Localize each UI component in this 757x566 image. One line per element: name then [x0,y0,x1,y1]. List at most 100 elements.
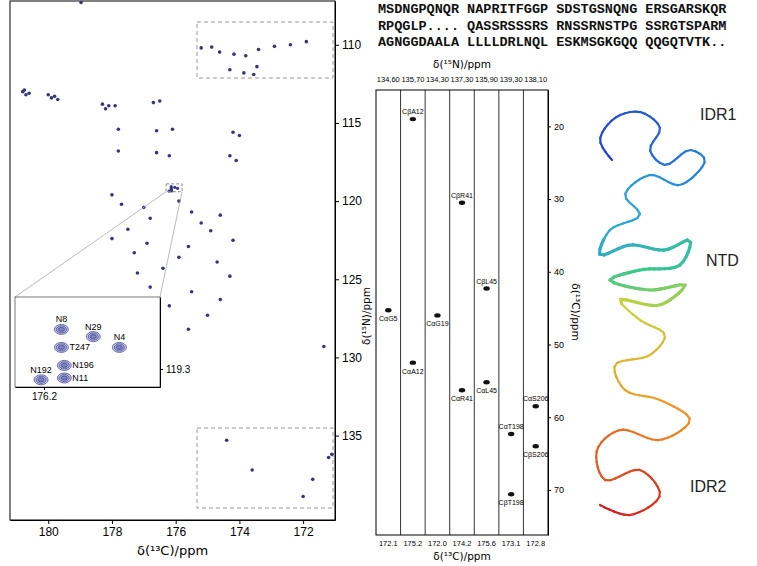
tick-mark [548,199,551,200]
peak [187,327,191,331]
peak [113,104,117,108]
peak [173,186,176,189]
strip-n-label: 134,30 [426,75,449,84]
peak-contour [54,324,68,334]
figure: 180178176174172110115120125130135δ(¹³C)/… [0,0,757,566]
peak [161,267,165,271]
strip-c-label: 172.1 [379,539,398,548]
top-axis-title: δ(¹⁵N)/ppm [433,58,491,70]
strip-peak-label: CαG19 [426,320,448,327]
backbone-segment [600,505,605,507]
peak [27,91,31,95]
strip-c-label: 175.6 [477,539,496,548]
peak [228,274,232,278]
strip-panel: 134,60172.1CαG5135,70175.2CβA12CαA12134,… [360,58,582,562]
tick-mark [335,279,339,280]
x-axis: 180178176174172 [11,520,336,539]
tick: 60 [548,413,564,423]
strip-peak-label: CαT198 [499,423,524,430]
tick-label: 30 [554,194,564,204]
peak-contour [57,360,71,370]
peak [327,456,331,460]
peak [110,237,114,241]
peak [190,290,194,294]
strip-n-label: 137,30 [451,75,474,84]
peak [330,453,334,457]
peak-contour [59,362,69,369]
sequence-line: MSDNGPQNQR NAPRITFGGP SDSTGSNQNG ERSGARS… [378,2,727,17]
strip-peak [459,201,465,205]
zoom-connector [160,192,182,297]
peak-contour [61,363,67,367]
tick-mark [335,357,339,358]
strip-separator [523,90,524,535]
tick-label: 120 [342,194,362,208]
inset: N8N29N4T247N196N11N192176.2119.3 [15,184,191,402]
peak [322,345,326,349]
tick-mark [548,417,551,418]
peak [228,154,232,158]
peak [126,227,130,231]
peak [231,238,235,242]
inset-y-axis-line [160,298,161,388]
peak [23,88,27,92]
spectrum-panel: 180178176174172110115120125130135δ(¹³C)/… [10,1,362,558]
peak [104,107,108,111]
tick-mark [112,520,113,524]
inset-x-axis-line [16,387,161,388]
region-box [197,22,333,78]
peak [50,96,54,100]
strip-peak [533,404,539,408]
peak [228,68,232,72]
peak [187,245,191,249]
peak [145,242,149,246]
tick-label: 172 [294,525,314,539]
strip-c-label: 175.2 [403,539,422,548]
strip-peak [508,432,514,436]
tick-label: 40 [554,267,564,277]
strip-n-label: 135,70 [401,75,424,84]
zoom-connector [15,192,166,297]
peak [206,313,210,317]
y-axis-line [335,2,336,521]
peak [257,48,261,52]
tick-mark [160,369,163,370]
tick: 119.3 [160,364,191,375]
inset-frame [15,297,160,387]
plot-frame [376,90,548,535]
peak [238,134,242,138]
tick-label: 115 [342,116,361,130]
tick-mark [335,123,339,124]
peak [209,229,213,233]
peak [171,127,175,131]
strip-separator [474,90,475,535]
tick: 178 [102,520,122,539]
peak [120,202,124,206]
peak-contour [116,345,122,349]
peak [136,271,140,275]
x-axis-line [11,520,336,521]
inset-y-axis: 119.3 [160,298,191,388]
tick-mark [44,387,45,390]
sequence-line: AGNGGDAALA LLLLDRLNQL ESKMSGKGQQ QQGQTVT… [378,35,726,50]
tick: 30 [548,194,564,204]
strip-peak [410,117,416,121]
tick: 174 [230,520,250,539]
peak [190,210,194,214]
strip-peak-label: CαG5 [379,315,398,322]
domain-label: NTD [706,252,739,269]
strip-peaks [385,117,539,497]
peak [199,221,203,225]
peak [273,45,277,49]
tick-label: 110 [342,38,361,52]
sequence-line: RPQGLP.... QASSRSSSRS RNSSRNSTPG SSRGTSP… [378,19,726,34]
tick-mark [335,201,339,202]
tick: 180 [39,520,59,539]
x-axis-title: δ(¹³C)/ppm [137,543,208,558]
tick-mark [335,436,339,437]
peak [244,54,248,58]
strip-n-label: 139,30 [500,75,523,84]
peak [110,193,114,197]
peak-contour [114,344,124,351]
peak [177,256,181,260]
